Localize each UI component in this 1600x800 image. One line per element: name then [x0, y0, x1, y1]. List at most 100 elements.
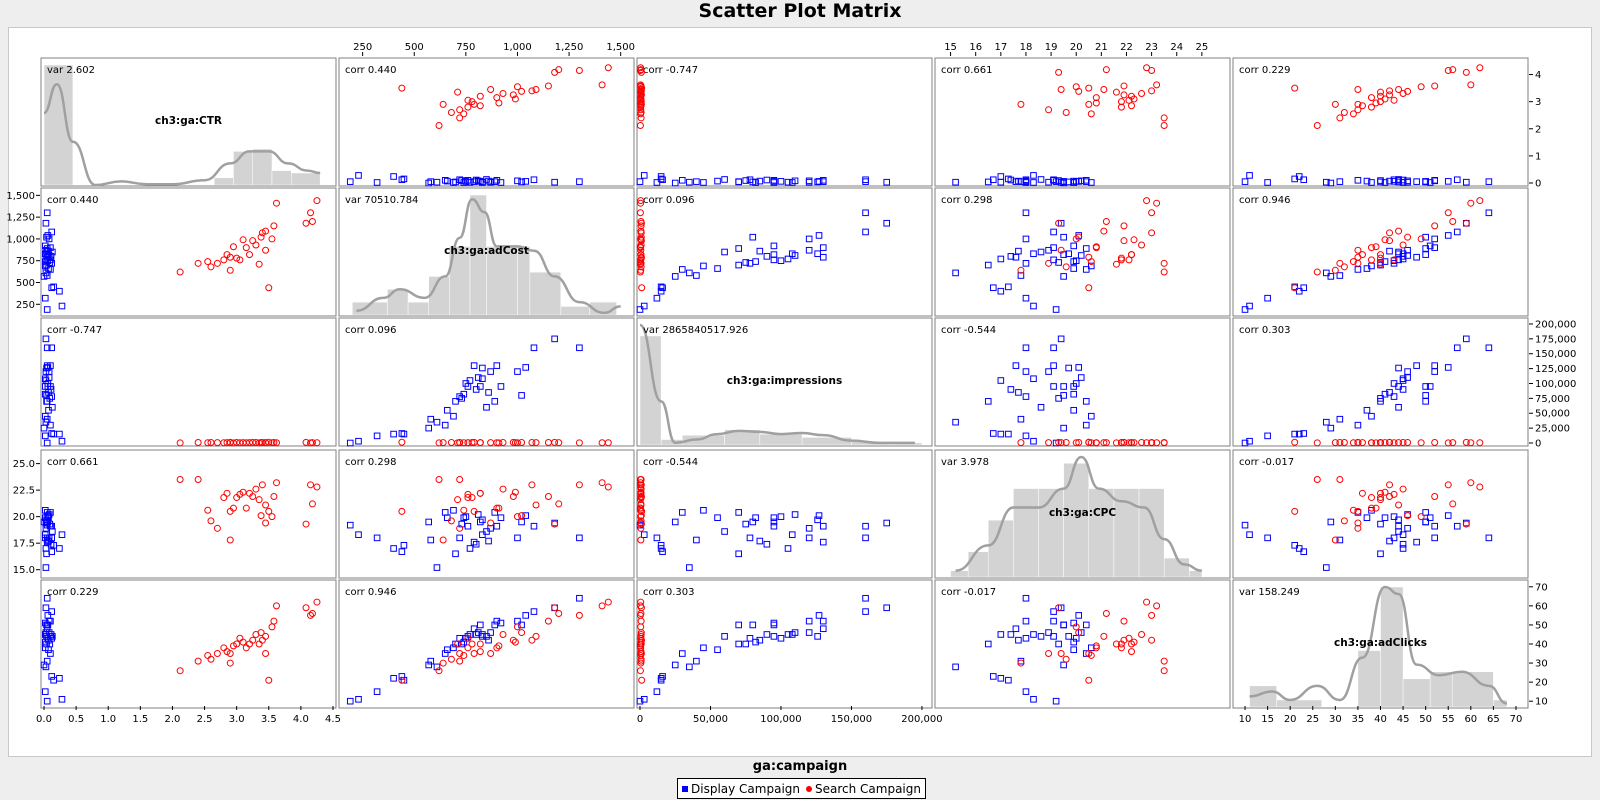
display-point	[1399, 540, 1407, 548]
search-point	[1128, 251, 1136, 259]
search-point	[637, 629, 645, 637]
display-point	[883, 604, 891, 612]
display-point	[58, 695, 66, 703]
axis-tick-label: 200,000	[1535, 319, 1576, 330]
display-point	[721, 633, 728, 640]
search-point	[307, 611, 315, 619]
display-point	[714, 265, 721, 272]
display-point	[1022, 344, 1030, 352]
axis-tick-label: 17.5	[13, 539, 35, 550]
search-point	[213, 524, 221, 532]
display-point	[788, 250, 796, 258]
display-point	[636, 178, 644, 185]
display-point	[752, 638, 759, 646]
display-point	[805, 235, 813, 243]
display-point	[390, 545, 397, 552]
display-point	[456, 534, 463, 542]
display-point	[493, 522, 501, 530]
display-point	[50, 676, 57, 684]
display-point	[1413, 253, 1420, 261]
display-point	[1022, 294, 1030, 302]
search-point	[551, 520, 559, 528]
search-point	[239, 638, 247, 646]
display-point	[50, 430, 57, 438]
search-point	[637, 114, 645, 122]
axis-tick-label: 22	[1120, 42, 1133, 53]
display-point	[1045, 629, 1052, 636]
display-point	[43, 697, 51, 705]
display-point	[883, 178, 891, 186]
display-point	[1005, 430, 1012, 438]
display-point	[763, 253, 771, 260]
search-point	[262, 519, 270, 527]
search-point	[398, 84, 406, 92]
display-point	[805, 534, 813, 542]
display-point	[1426, 179, 1434, 186]
display-point	[425, 518, 432, 526]
display-point	[43, 344, 51, 352]
display-point	[714, 646, 721, 654]
display-point	[433, 663, 441, 671]
display-point	[777, 257, 785, 265]
search-point	[637, 87, 645, 95]
display-point	[355, 172, 362, 179]
display-point	[487, 368, 494, 375]
display-point	[355, 531, 362, 538]
search-point	[1045, 106, 1053, 114]
display-point	[462, 513, 470, 520]
display-point	[1022, 594, 1030, 602]
display-point	[514, 177, 521, 185]
search-point	[1381, 439, 1389, 447]
search-point	[468, 98, 476, 106]
search-point	[262, 632, 270, 640]
search-point	[575, 611, 583, 619]
display-point	[763, 540, 771, 548]
search-point	[307, 439, 315, 447]
display-point	[700, 644, 707, 652]
display-point	[485, 389, 492, 396]
display-point	[44, 232, 52, 239]
display-point	[518, 178, 525, 186]
matrix-cell-2-4	[1232, 317, 1529, 447]
search-point	[1372, 99, 1380, 107]
search-point	[1055, 438, 1063, 446]
display-point	[1422, 251, 1429, 258]
display-point	[742, 640, 750, 648]
search-point	[1313, 476, 1321, 484]
display-point	[48, 228, 56, 236]
search-point	[637, 524, 645, 532]
matrix-cell-2-2	[636, 317, 933, 447]
search-point	[487, 85, 495, 93]
search-point	[252, 485, 260, 493]
search-point	[1092, 94, 1100, 102]
display-point	[472, 176, 480, 184]
search-point	[637, 500, 645, 508]
search-point	[1467, 81, 1475, 89]
display-point	[763, 176, 771, 184]
display-point	[1241, 439, 1249, 447]
display-point	[735, 621, 742, 629]
display-point	[1241, 306, 1249, 313]
search-point	[255, 496, 263, 504]
histogram-bar	[950, 570, 969, 578]
display-point	[1070, 383, 1078, 390]
display-point	[425, 661, 432, 669]
display-point	[43, 538, 51, 546]
display-point	[714, 177, 721, 185]
display-point	[671, 661, 679, 669]
search-point	[1313, 439, 1321, 447]
display-point	[1065, 364, 1072, 372]
search-point	[257, 233, 265, 241]
search-point	[262, 650, 270, 658]
search-point	[544, 492, 552, 500]
display-point	[1336, 178, 1344, 185]
search-point	[1128, 648, 1136, 656]
display-point	[1060, 424, 1067, 432]
axis-tick-label: 20.0	[13, 512, 35, 523]
search-point	[226, 659, 234, 667]
correlation-label: corr -0.747	[643, 65, 698, 76]
search-point	[270, 439, 278, 447]
display-point	[1399, 545, 1407, 552]
search-point	[1417, 439, 1425, 447]
matrix-cell-2-3	[934, 317, 1231, 447]
